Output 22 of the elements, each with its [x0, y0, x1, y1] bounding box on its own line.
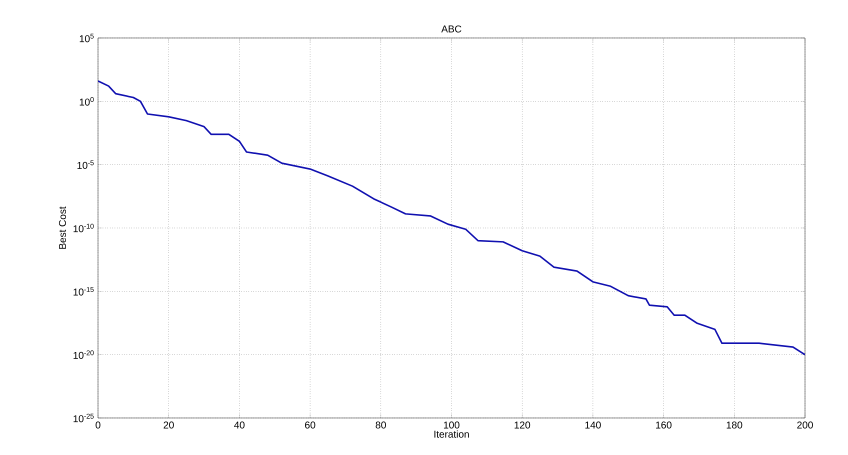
x-tick-label: 180: [726, 422, 742, 429]
x-tick-label: 140: [585, 422, 601, 429]
x-tick-label: 20: [164, 422, 174, 429]
x-tick-label: 200: [797, 422, 813, 429]
chart-title: ABC: [441, 25, 462, 32]
y-tick-label: 10$^{-5}$: [77, 160, 94, 169]
line-series: [98, 80, 806, 356]
x-tick-label: 80: [376, 422, 386, 429]
y-tick-label: 10$^{-20}$: [74, 350, 94, 359]
x-tick-label: 0: [96, 422, 100, 429]
y-tick-label: 10$^{0}$: [80, 97, 94, 106]
y-tick-label: 10$^{-15}$: [74, 287, 94, 296]
x-tick-label: 40: [234, 422, 245, 429]
y-tick-label: 10$^{5}$: [80, 34, 94, 42]
y-axis-title: Best Cost: [58, 206, 66, 249]
x-tick-label: 120: [514, 422, 530, 429]
y-tick-label: 10$^{-10}$: [74, 224, 94, 232]
x-tick-label: 100: [444, 422, 460, 429]
x-tick-label: 60: [305, 422, 316, 429]
x-axis-title: Iteration: [434, 430, 469, 438]
y-tick-label: 10$^{-25}$: [74, 414, 94, 422]
x-tick-label: 160: [656, 422, 672, 429]
